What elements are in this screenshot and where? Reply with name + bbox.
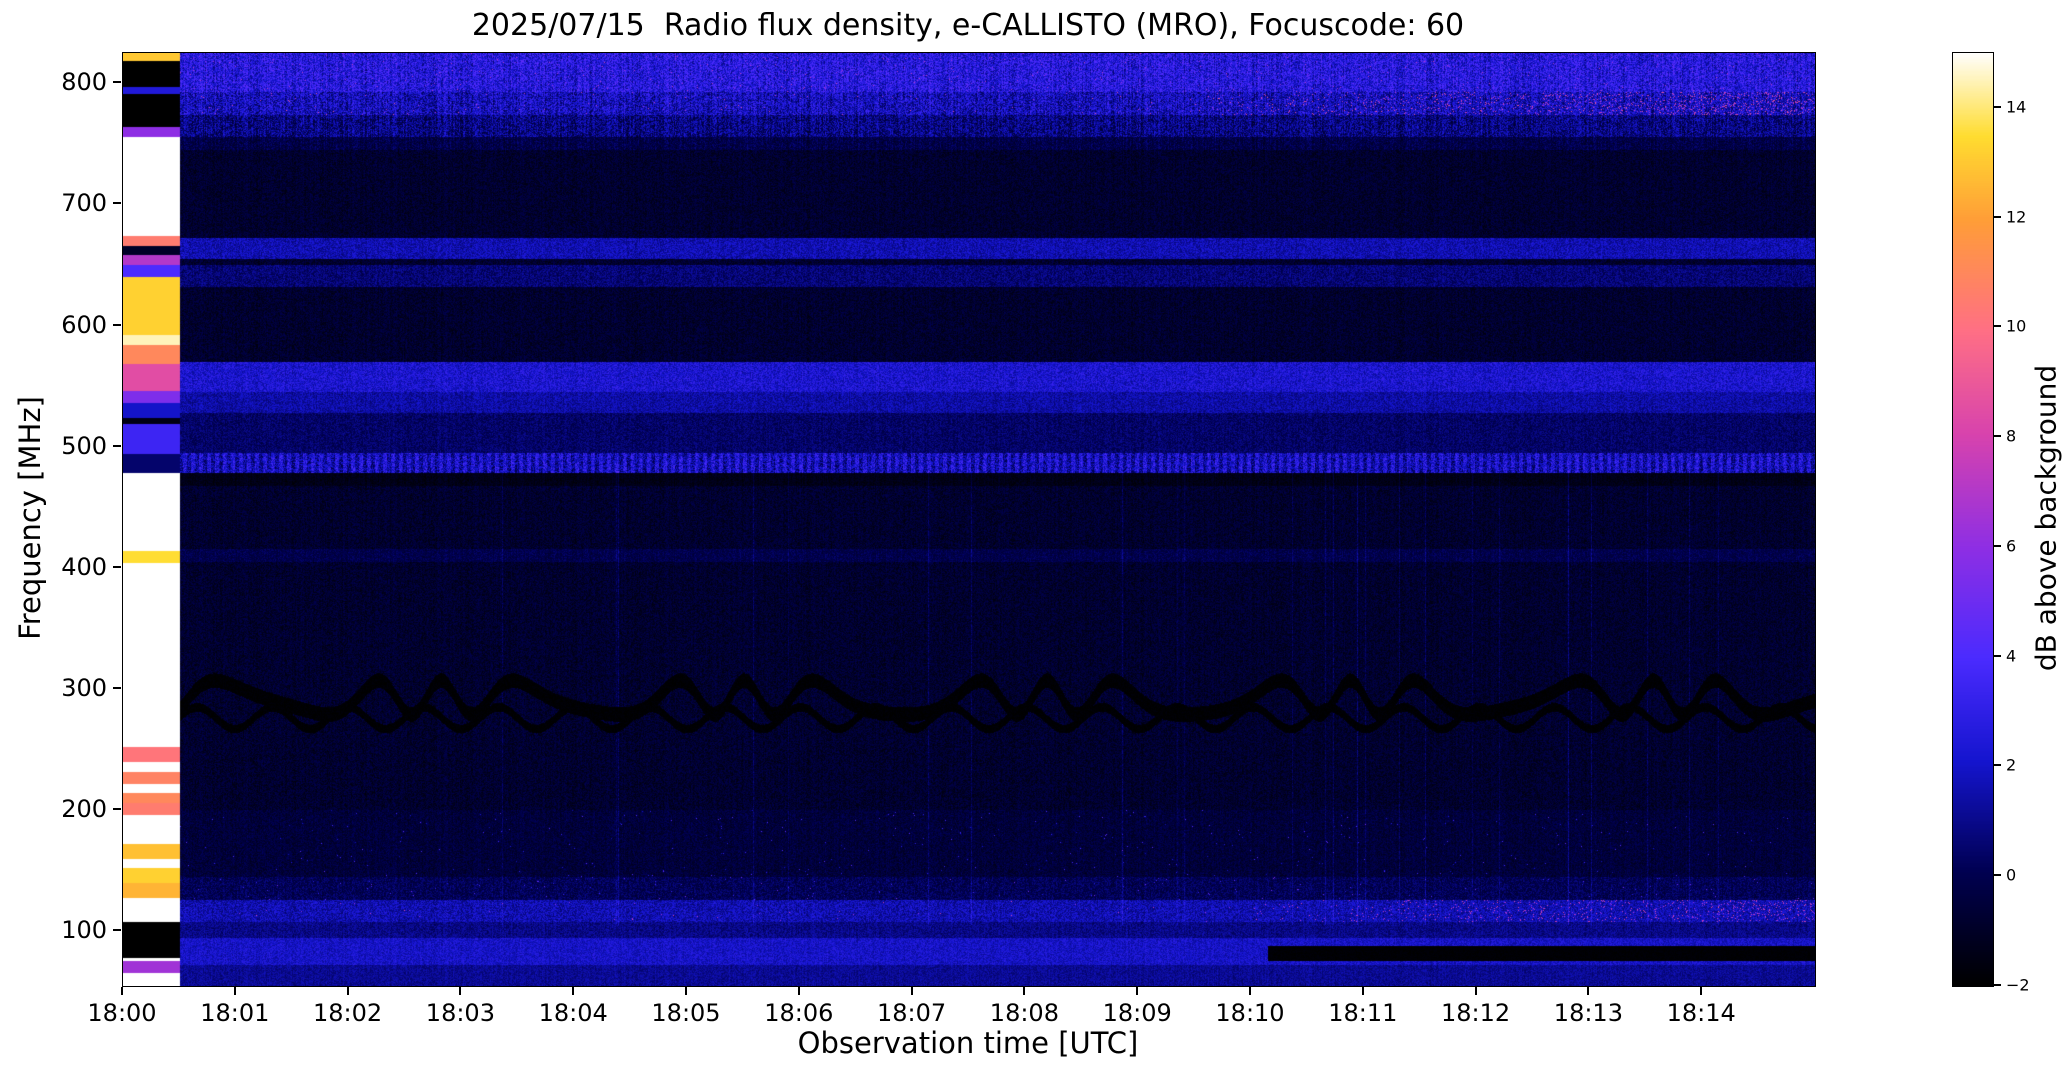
- x-tick-mark: [459, 987, 462, 995]
- colorbar-tick-label: 8: [2006, 426, 2017, 446]
- y-tick-label: 400: [61, 552, 107, 581]
- colorbar-tick-mark: [1994, 874, 2001, 877]
- x-tick-mark: [1249, 987, 1251, 995]
- x-tick-label: 18:01: [200, 999, 270, 1027]
- x-tick-label: 18:07: [877, 999, 947, 1027]
- colorbar-tick-label: 10: [2006, 316, 2027, 336]
- x-tick-label: 18:13: [1553, 999, 1623, 1027]
- y-tick-label: 800: [61, 68, 107, 97]
- colorbar: [1952, 52, 1994, 987]
- y-tick-mark: [113, 565, 121, 568]
- colorbar-label: dB above background: [2029, 364, 2063, 672]
- colorbar-tick-mark: [1994, 984, 2001, 986]
- colorbar-tick-label: 2: [2006, 755, 2017, 775]
- x-tick-label: 18:02: [313, 999, 383, 1027]
- y-axis-label: Frequency [MHz]: [13, 396, 47, 640]
- x-tick-mark: [910, 987, 913, 995]
- colorbar-tick-label: 0: [2006, 865, 2017, 885]
- x-tick-label: 18:08: [989, 999, 1059, 1027]
- y-tick-label: 200: [61, 795, 107, 824]
- y-tick-label: 500: [61, 431, 107, 460]
- y-tick-mark: [113, 202, 121, 205]
- y-tick-label: 600: [61, 310, 107, 339]
- y-tick-mark: [113, 81, 121, 84]
- colorbar-tick-label: 6: [2006, 536, 2017, 556]
- y-tick-mark: [113, 323, 121, 326]
- colorbar-tick-label: 12: [2006, 207, 2027, 227]
- x-tick-mark: [1587, 987, 1590, 995]
- x-tick-label: 18:05: [651, 999, 721, 1027]
- y-tick-mark: [113, 687, 121, 690]
- x-tick-label: 18:04: [538, 999, 608, 1027]
- y-tick-label: 300: [61, 674, 107, 703]
- colorbar-tick-mark: [1994, 325, 2001, 328]
- colorbar-tick-mark: [1994, 764, 2001, 767]
- x-tick-label: 18:10: [1215, 999, 1285, 1027]
- x-tick-label: 18:00: [87, 999, 157, 1027]
- y-tick-mark: [113, 444, 121, 447]
- colorbar-tick-mark: [1994, 435, 2001, 438]
- x-tick-mark: [121, 987, 123, 995]
- x-tick-mark: [346, 987, 349, 995]
- x-tick-label: 18:14: [1666, 999, 1736, 1027]
- plot-area: [122, 52, 1816, 987]
- colorbar-tick-mark: [1994, 105, 2001, 108]
- colorbar-tick-mark: [1994, 654, 2001, 657]
- colorbar-tick-label: 4: [2006, 646, 2017, 666]
- colorbar-tick-label: −2: [2006, 975, 2030, 995]
- x-tick-mark: [797, 987, 800, 995]
- x-tick-label: 18:06: [764, 999, 834, 1027]
- chart-title: 2025/07/15 Radio flux density, e-CALLIST…: [471, 8, 1465, 43]
- x-tick-mark: [233, 987, 236, 995]
- colorbar-gradient: [1953, 53, 1993, 986]
- x-tick-mark: [572, 987, 575, 995]
- x-tick-label: 18:12: [1441, 999, 1511, 1027]
- x-tick-mark: [1474, 987, 1477, 995]
- x-tick-mark: [1136, 987, 1139, 995]
- x-tick-mark: [685, 987, 687, 995]
- colorbar-tick-mark: [1994, 544, 2001, 547]
- y-tick-mark: [113, 808, 121, 811]
- x-tick-mark: [1700, 987, 1703, 995]
- x-tick-label: 18:03: [425, 999, 495, 1027]
- colorbar-tick-label: 14: [2006, 97, 2027, 117]
- x-tick-mark: [1361, 987, 1364, 995]
- x-tick-label: 18:11: [1328, 999, 1398, 1027]
- y-tick-label: 100: [61, 916, 107, 945]
- x-axis-label: Observation time [UTC]: [797, 1026, 1139, 1060]
- y-tick-label: 700: [61, 189, 107, 218]
- x-tick-label: 18:09: [1102, 999, 1172, 1027]
- y-tick-mark: [113, 929, 121, 932]
- spectrogram-canvas: [123, 53, 1815, 986]
- x-tick-mark: [1023, 987, 1026, 995]
- colorbar-tick-mark: [1994, 215, 2001, 218]
